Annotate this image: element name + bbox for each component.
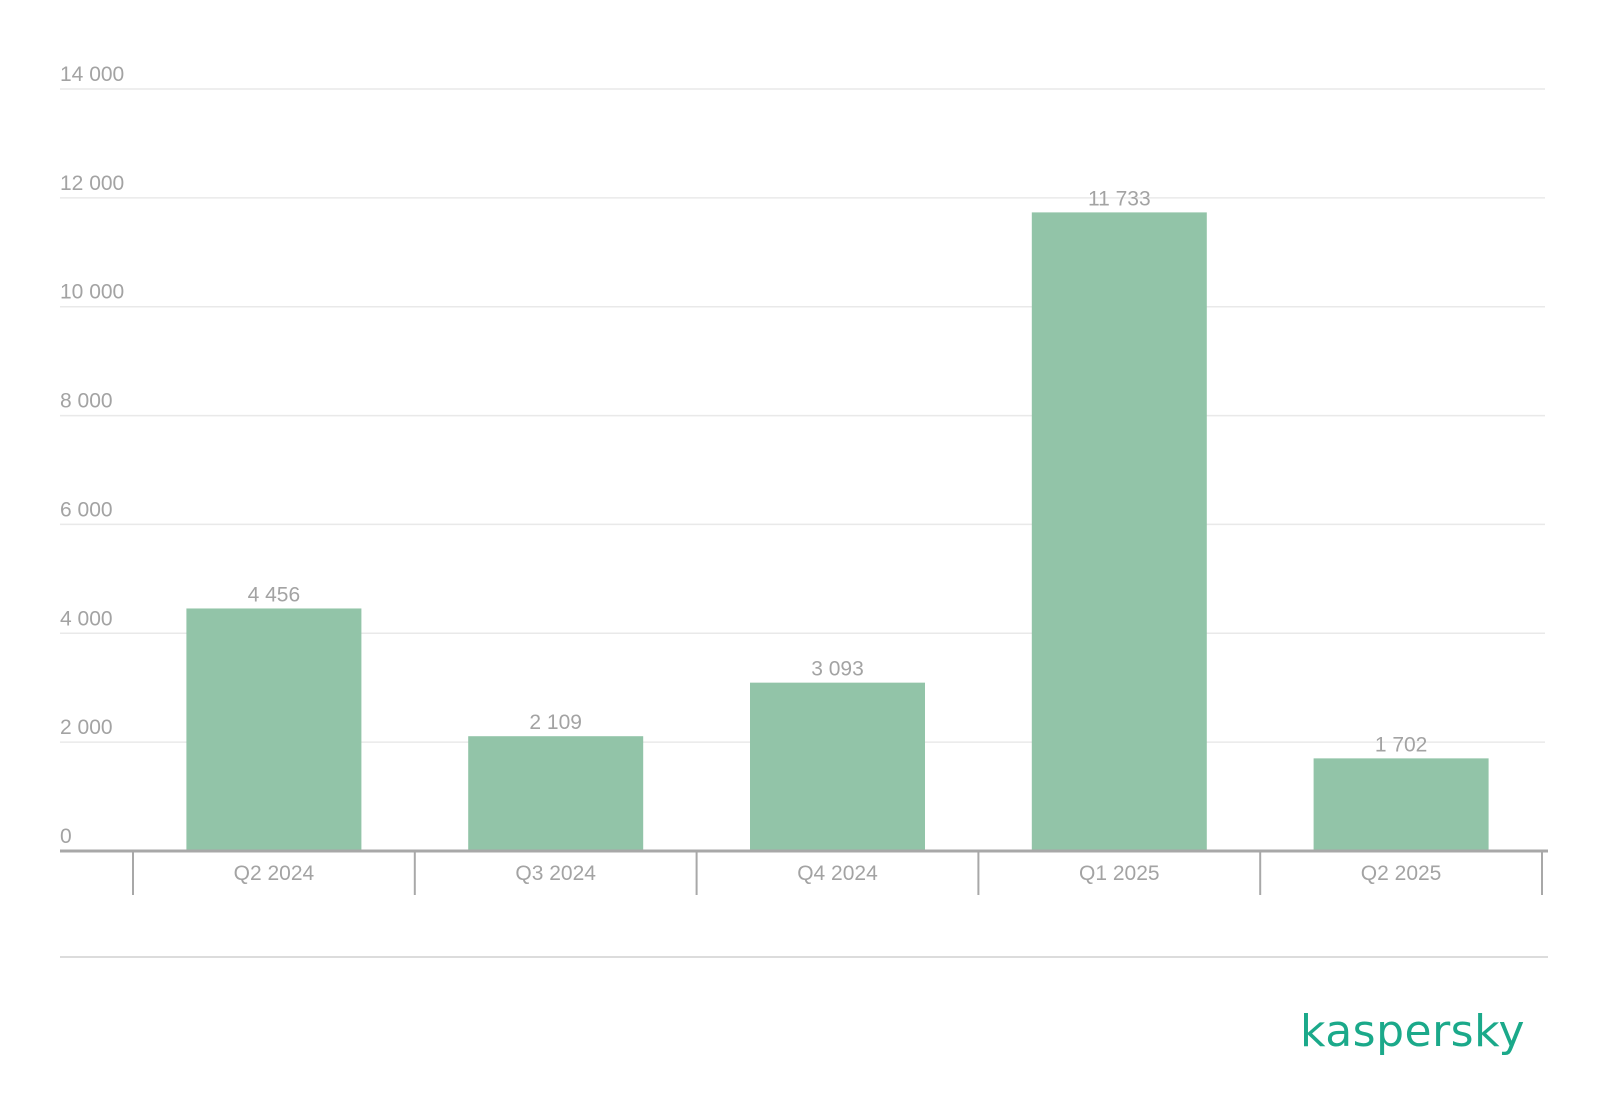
bar <box>750 682 925 851</box>
bars <box>186 212 1489 851</box>
y-tick-label: 2 000 <box>60 716 113 739</box>
data-label: 2 109 <box>529 711 582 734</box>
data-label: 3 093 <box>811 658 864 681</box>
x-axis <box>60 849 1548 895</box>
x-tick-label: Q2 2025 <box>1361 862 1442 885</box>
bar <box>468 736 644 851</box>
x-tick-label: Q3 2024 <box>515 862 596 885</box>
bar <box>1313 758 1489 851</box>
x-tick-label: Q2 2024 <box>234 862 315 885</box>
y-tick-label: 12 000 <box>60 172 124 195</box>
y-axis-ticks: 0 2 000 4 000 6 000 8 000 10 000 12 000 14 000 <box>60 63 124 848</box>
bar <box>1031 212 1207 851</box>
data-labels: 4 456 2 109 3 093 11 733 1 702 <box>248 187 1428 756</box>
kaspersky-logo: kaspersky <box>1300 1006 1526 1057</box>
data-label: 11 733 <box>1088 187 1151 210</box>
x-tick-label: Q1 2025 <box>1079 862 1160 885</box>
x-tick-label: Q4 2024 <box>797 862 878 885</box>
data-label: 4 456 <box>248 583 301 606</box>
y-tick-label: 4 000 <box>60 607 113 630</box>
y-tick-label: 0 <box>60 825 72 848</box>
y-tick-label: 6 000 <box>60 498 113 521</box>
y-tick-label: 14 000 <box>60 63 124 86</box>
y-tick-label: 8 000 <box>60 390 113 413</box>
data-label: 1 702 <box>1375 733 1428 756</box>
x-axis-ticks: Q2 2024 Q3 2024 Q4 2024 Q1 2025 Q2 2025 <box>234 862 1442 885</box>
bar <box>186 608 362 851</box>
y-tick-label: 10 000 <box>60 281 124 304</box>
